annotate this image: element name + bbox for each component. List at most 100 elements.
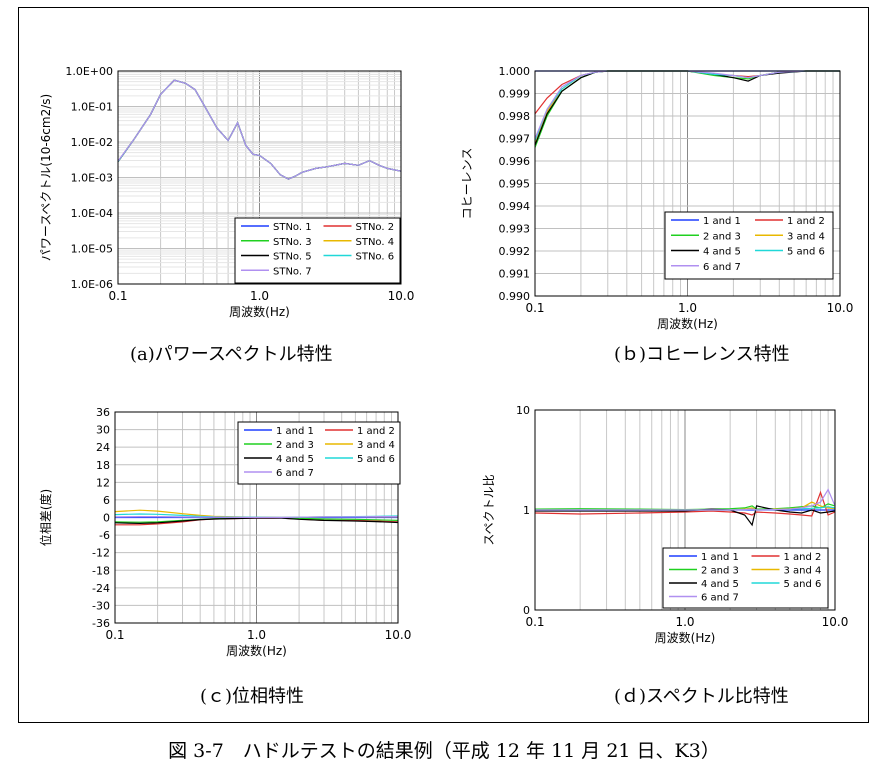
legend-label: 4 and 5 (701, 579, 739, 590)
legend-label: 2 and 3 (701, 566, 739, 577)
y-tick-label: 1.000 (499, 65, 531, 78)
y-tick-label: 0.995 (499, 178, 531, 191)
y-tick-label: 1.0E-02 (71, 136, 113, 149)
y-tick-label: 24 (96, 441, 110, 454)
y-tick-label: -18 (92, 564, 110, 577)
x-tick-label: 10.0 (385, 628, 412, 642)
y-tick-label: -6 (99, 529, 110, 542)
x-tick-label: 1.0 (247, 628, 266, 642)
x-tick-label: 1.0 (675, 615, 694, 629)
y-axis-label: パワースペクトル(10-6cm2/s) (39, 94, 53, 261)
y-axis-label: 位相差(度) (38, 489, 53, 546)
series-line (535, 505, 836, 527)
y-tick-label: 0 (103, 512, 110, 525)
legend-box (664, 211, 834, 280)
legend-label: 5 and 6 (787, 247, 825, 258)
y-tick-label: 30 (96, 424, 110, 437)
y-tick-label: -12 (92, 547, 110, 560)
plot-border (534, 409, 836, 611)
x-axis-label: 周波数(Hz) (655, 630, 716, 645)
legend-label: 6 and 7 (276, 468, 314, 479)
legend-label: 1 and 2 (357, 426, 395, 437)
legend-label: STNo. 7 (273, 266, 312, 277)
y-tick-label: 0 (523, 604, 530, 617)
legend-label: 1 and 1 (276, 426, 314, 437)
legend: STNo. 1 STNo. 2 STNo. 3 STNo. 4 STNo. 5 STNo.… (234, 217, 401, 284)
y-tick-label: 0.999 (499, 88, 531, 101)
x-tick-label: 1.0 (250, 289, 269, 303)
legend-box (234, 217, 401, 284)
y-tick-label: 6 (103, 494, 110, 507)
plot-border (534, 70, 841, 297)
chart-coherence: 1.000 0.999 0.998 0.997 0.996 0.995 0.994 0.993… (460, 65, 853, 331)
caption-a: (a)パワースペクトル特性 (130, 344, 333, 365)
legend: 1 and 1 1 and 2 2 and 3 3 and 4 4 and 5 5 and… (664, 211, 834, 280)
figure-caption: 図 3-7 ハドルテストの結果例（平成 12 年 11 月 21 日、K3） (168, 740, 720, 762)
y-tick-label: -36 (92, 617, 110, 630)
x-tick-label: 0.1 (105, 628, 124, 642)
y-tick-label: 0.993 (499, 223, 531, 236)
y-tick-label: 0.992 (499, 245, 531, 258)
plot-area: 1.000 0.999 0.998 0.997 0.996 0.995 0.994 0.993… (460, 65, 853, 331)
legend-label: 1 and 1 (703, 216, 741, 227)
y-tick-label: 10 (516, 404, 530, 417)
x-tick-label: 0.1 (525, 301, 544, 315)
y-tick-label: 0.998 (499, 110, 531, 123)
x-axis-label: 周波数(Hz) (657, 316, 718, 331)
legend-label: STNo. 5 (273, 252, 312, 263)
caption-d: (ｄ)スペクトル比特性 (614, 686, 789, 707)
series-line (114, 517, 399, 525)
chart-phase: 36 30 24 18 12 6 0 -6 -12 -18 -24 -30 -360.1 1.0 10.0 周… (38, 406, 412, 658)
legend-label: 6 and 7 (701, 593, 739, 604)
y-tick-label: 0.997 (499, 133, 531, 146)
y-tick-label: 1.0E-01 (71, 101, 113, 114)
y-axis-label: コヒーレンス (460, 148, 474, 220)
legend-label: STNo. 6 (356, 252, 395, 263)
y-axis-label: スペクトル比 (482, 474, 496, 545)
legend-label: 5 and 6 (357, 454, 395, 465)
legend-label: 2 and 3 (276, 440, 314, 451)
x-tick-label: 0.1 (525, 615, 544, 629)
legend-label: STNo. 2 (356, 222, 395, 233)
y-tick-label: 1.0E-03 (71, 172, 113, 185)
y-tick-label: 1.0E-04 (71, 207, 113, 220)
y-tick-label: 1 (523, 504, 530, 517)
legend-label: STNo. 1 (273, 222, 312, 233)
y-tick-label: 1.0E+00 (65, 65, 113, 78)
x-tick-label: 0.1 (108, 289, 127, 303)
plot-border (114, 411, 399, 624)
legend-box (662, 547, 829, 609)
caption-c: (ｃ)位相特性 (200, 686, 305, 707)
legend-label: 3 and 4 (784, 566, 822, 577)
x-axis-label: 周波数(Hz) (229, 304, 290, 319)
legend-label: 1 and 2 (787, 216, 825, 227)
plot-border (117, 70, 402, 285)
legend-label: 1 and 1 (701, 552, 739, 563)
series-line (114, 515, 398, 519)
y-tick-label: 18 (96, 459, 110, 472)
x-tick-label: 10.0 (822, 615, 849, 629)
y-tick-label: -24 (92, 582, 110, 595)
legend: 1 and 1 1 and 2 2 and 3 3 and 4 4 and 5 5 and… (662, 547, 829, 609)
legend-label: 4 and 5 (703, 247, 741, 258)
series-line (535, 488, 836, 511)
y-tick-label: 0.991 (499, 268, 531, 281)
x-tick-label: 10.0 (827, 301, 854, 315)
y-tick-label: 0.996 (499, 155, 531, 168)
legend-label: 2 and 3 (703, 231, 741, 242)
x-tick-label: 10.0 (388, 289, 415, 303)
y-tick-label: -30 (92, 599, 110, 612)
x-tick-label: 1.0 (678, 301, 697, 315)
y-tick-label: 0.990 (499, 290, 531, 303)
chart-power-spectrum: 1.0E+00 1.0E-01 1.0E-02 1.0E-03 1.0E-04 1.0E-… (39, 65, 415, 319)
legend-label: STNo. 3 (273, 237, 312, 248)
legend-label: 3 and 4 (787, 231, 825, 242)
legend-label: 5 and 6 (784, 579, 822, 590)
legend-box (237, 421, 401, 485)
y-tick-label: 0.994 (499, 200, 531, 213)
caption-b: (ｂ)コヒーレンス特性 (614, 344, 790, 365)
legend-label: 1 and 2 (784, 552, 822, 563)
y-tick-label: 1.0E-06 (71, 278, 113, 291)
